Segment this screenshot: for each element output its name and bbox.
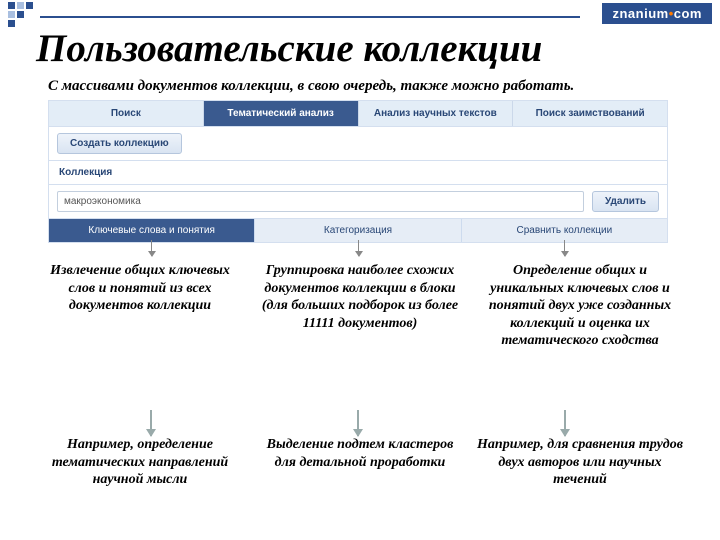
page-subtitle: С массивами документов коллекции, в свою… xyxy=(48,78,574,95)
arrow-icon xyxy=(357,410,359,436)
tab-analysis[interactable]: Анализ научных текстов xyxy=(359,101,514,126)
desc-1: Извлечение общих ключевых слов и понятий… xyxy=(36,262,244,315)
col-3: Определение общих и уникальных ключевых … xyxy=(470,262,690,350)
toolbar-row: Создать коллекцию xyxy=(49,126,667,160)
ex-2: Выделение подтем кластеров для детальной… xyxy=(256,436,464,471)
delete-button[interactable]: Удалить xyxy=(592,191,659,212)
main-tabs: Поиск Тематический анализ Анализ научных… xyxy=(49,101,667,126)
brand-logo: znanium•com xyxy=(602,3,712,24)
col-1: Извлечение общих ключевых слов и понятий… xyxy=(30,262,250,350)
subtab-categorization[interactable]: Категоризация xyxy=(255,219,461,242)
arrow-row-1 xyxy=(48,240,668,256)
ex-col-3: Например, для сравнения трудов двух авто… xyxy=(470,436,690,489)
tab-search[interactable]: Поиск xyxy=(49,101,204,126)
logo-bar: znanium•com xyxy=(602,3,712,24)
sub-tabs: Ключевые слова и понятия Категоризация С… xyxy=(49,218,667,242)
corner-decoration xyxy=(8,2,33,27)
ex-col-1: Например, определение тематических напра… xyxy=(30,436,250,489)
subtab-compare[interactable]: Сравнить коллекции xyxy=(462,219,667,242)
arrow-icon xyxy=(564,410,566,436)
logo-text-a: znanium xyxy=(612,6,668,21)
arrow-icon xyxy=(358,240,359,256)
tab-plagiarism[interactable]: Поиск заимствований xyxy=(513,101,667,126)
tab-thematic[interactable]: Тематический анализ xyxy=(204,101,359,126)
collection-row: макроэкономика Удалить xyxy=(49,184,667,218)
logo-text-b: com xyxy=(674,6,702,21)
collection-input[interactable]: макроэкономика xyxy=(57,191,584,212)
ex-col-2: Выделение подтем кластеров для детальной… xyxy=(250,436,470,489)
ex-1: Например, определение тематических напра… xyxy=(36,436,244,489)
collection-label: Коллекция xyxy=(49,160,667,184)
app-panel: Поиск Тематический анализ Анализ научных… xyxy=(48,100,668,243)
descriptions-row: Извлечение общих ключевых слов и понятий… xyxy=(30,262,690,350)
col-2: Группировка наиболее схожих документов к… xyxy=(250,262,470,350)
arrow-icon xyxy=(151,240,152,256)
page-title: Пользовательские коллекции xyxy=(36,26,542,71)
examples-row: Например, определение тематических напра… xyxy=(30,436,690,489)
arrow-icon xyxy=(564,240,565,256)
desc-3: Определение общих и уникальных ключевых … xyxy=(476,262,684,350)
ex-3: Например, для сравнения трудов двух авто… xyxy=(476,436,684,489)
desc-2: Группировка наиболее схожих документов к… xyxy=(256,262,464,332)
create-collection-button[interactable]: Создать коллекцию xyxy=(57,133,182,154)
top-rule xyxy=(40,16,580,18)
subtab-keywords[interactable]: Ключевые слова и понятия xyxy=(49,219,255,242)
arrow-icon xyxy=(150,410,152,436)
